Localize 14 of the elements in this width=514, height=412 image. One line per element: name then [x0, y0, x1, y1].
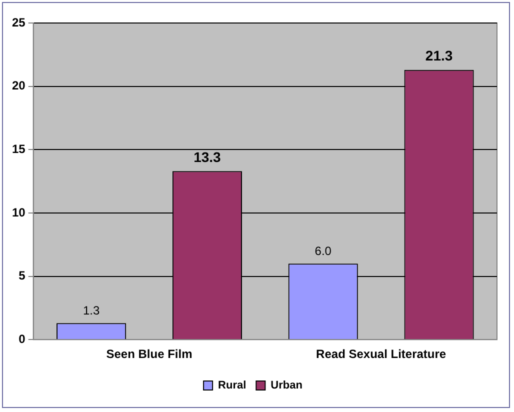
x-tick-label: Read Sexual Literature: [316, 347, 446, 362]
y-tick-label: 5: [18, 268, 26, 283]
data-label: 1.3: [82, 303, 100, 318]
x-tick-label: Seen Blue Film: [106, 347, 192, 362]
data-label: 13.3: [194, 149, 222, 166]
legend-label: Urban: [270, 380, 303, 392]
y-tick-label: 10: [12, 205, 26, 220]
legend-label: Rural: [218, 380, 246, 392]
y-tick-label: 25: [12, 15, 26, 30]
data-label: 21.3: [425, 48, 453, 64]
y-tick-label: 15: [12, 142, 26, 156]
data-label: 6.0: [314, 244, 332, 258]
y-tick-label: 20: [12, 78, 26, 93]
y-tick-label: 0: [18, 332, 26, 346]
